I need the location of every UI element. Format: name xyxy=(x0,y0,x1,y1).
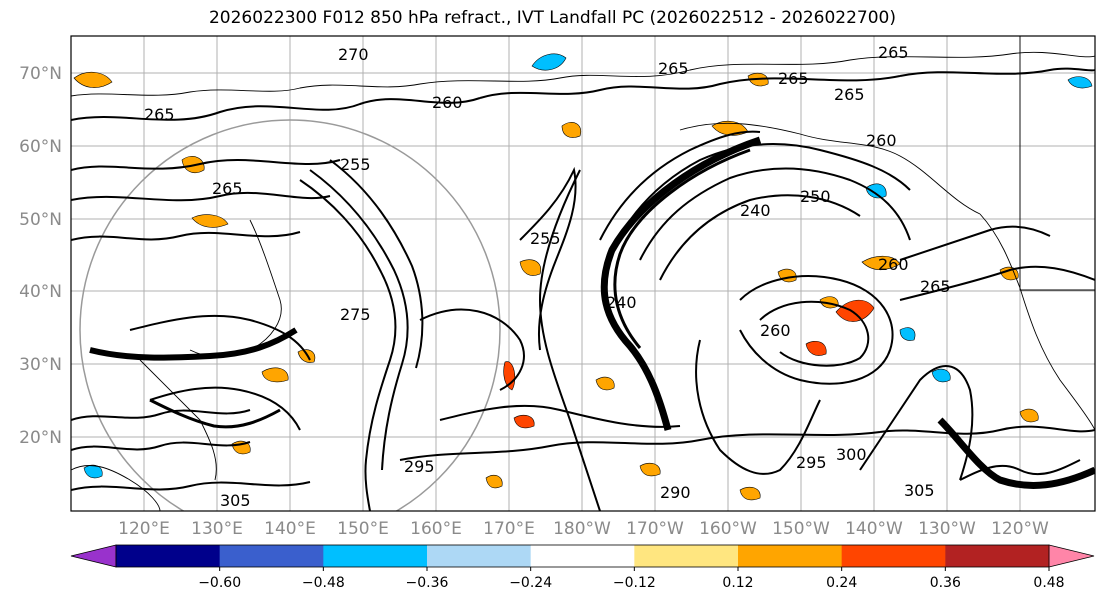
contour-label: 260 xyxy=(866,131,897,150)
colorbar-tick-label: 0.24 xyxy=(826,575,857,591)
contour-lines xyxy=(71,67,1095,511)
lon-label: 160°W xyxy=(699,519,757,539)
colorbar-tick-label: 0.12 xyxy=(722,575,753,591)
colorbar-extend-high xyxy=(1048,544,1095,568)
contour-label: 260 xyxy=(432,93,463,112)
lon-label: 170°E xyxy=(483,519,535,539)
contour-label: 295 xyxy=(404,457,435,476)
lon-label: 180°W xyxy=(553,519,611,539)
longitude-axis: 120°E 130°E 140°E 150°E 160°E 170°E 180°… xyxy=(118,519,1049,539)
lat-label: 20°N xyxy=(19,428,62,448)
colorbar-segment xyxy=(634,545,739,567)
contour-label: 270 xyxy=(338,45,369,64)
lon-label: 170°W xyxy=(626,519,684,539)
lon-label: 140°E xyxy=(264,519,316,539)
contour-label: 240 xyxy=(606,293,637,312)
lon-label: 120°E xyxy=(118,519,170,539)
lon-label: 130°W xyxy=(918,519,976,539)
contour-label: 305 xyxy=(904,481,935,500)
colorbar-extend-low xyxy=(70,544,117,568)
colorbar-tick-label: −0.36 xyxy=(406,575,449,591)
colorbar-tick-label: −0.48 xyxy=(302,575,345,591)
colorbar-frame xyxy=(115,544,1050,568)
chart-title: 2026022300 F012 850 hPa refract., IVT La… xyxy=(208,8,896,28)
contour-label: 265 xyxy=(658,59,689,78)
contour-label: 265 xyxy=(212,179,243,198)
contour-label: 240 xyxy=(740,201,771,220)
colorbar-tick-label: −0.24 xyxy=(509,575,552,591)
lat-label: 30°N xyxy=(19,355,62,375)
lon-label: 130°E xyxy=(191,519,243,539)
gridlines xyxy=(71,36,1095,511)
colorbar-segment xyxy=(530,545,635,567)
colorbar: −0.60 −0.48 −0.36 −0.24 −0.12 0.12 0.24 0.36 0.4… xyxy=(70,544,1095,591)
contour-labels: 270 265 265 265 260 265 260 265 255 265 … xyxy=(144,43,951,510)
lat-label: 40°N xyxy=(19,282,62,302)
contour-label: 265 xyxy=(144,105,175,124)
dense-contour-bands xyxy=(89,136,1095,489)
contour-label: 265 xyxy=(778,69,809,88)
lat-label: 60°N xyxy=(19,137,62,157)
colorbar-segment xyxy=(945,545,1050,567)
lat-label: 70°N xyxy=(19,64,62,84)
map-area xyxy=(71,36,1095,511)
lon-label: 150°E xyxy=(337,519,389,539)
contour-label: 300 xyxy=(836,445,867,464)
contour-label: 260 xyxy=(760,321,791,340)
colorbar-segment xyxy=(427,545,532,567)
contour-label: 305 xyxy=(220,491,251,510)
colorbar-tick-label: −0.60 xyxy=(198,575,241,591)
colorbar-tick-label: 0.36 xyxy=(930,575,961,591)
contour-label: 265 xyxy=(878,43,909,62)
contour-label: 295 xyxy=(796,453,827,472)
colorbar-tick-label: 0.48 xyxy=(1033,575,1064,591)
colorbar-tick-label: −0.12 xyxy=(613,575,656,591)
contour-label: 250 xyxy=(800,187,831,206)
contour-label: 255 xyxy=(530,229,561,248)
contour-label: 265 xyxy=(834,85,865,104)
lon-label: 160°E xyxy=(410,519,462,539)
lon-label: 140°W xyxy=(845,519,903,539)
coastlines xyxy=(71,36,1095,511)
colorbar-segment xyxy=(841,545,946,567)
map-frame xyxy=(70,35,1096,512)
landfall-region-circle xyxy=(79,119,501,511)
colorbar-segment xyxy=(738,545,843,567)
colorbar-segment xyxy=(116,545,221,567)
lat-label: 50°N xyxy=(19,210,62,230)
contour-label: 265 xyxy=(920,277,951,296)
contour-label: 290 xyxy=(660,483,691,502)
colorbar-segment xyxy=(323,545,428,567)
contour-label: 260 xyxy=(878,255,909,274)
latitude-axis: 70°N 60°N 50°N 40°N 30°N 20°N xyxy=(19,64,62,448)
lon-label: 120°W xyxy=(991,519,1049,539)
contour-label: 275 xyxy=(340,305,371,324)
colorbar-segment xyxy=(219,545,324,567)
lon-label: 150°W xyxy=(772,519,830,539)
contour-label: 255 xyxy=(340,155,371,174)
